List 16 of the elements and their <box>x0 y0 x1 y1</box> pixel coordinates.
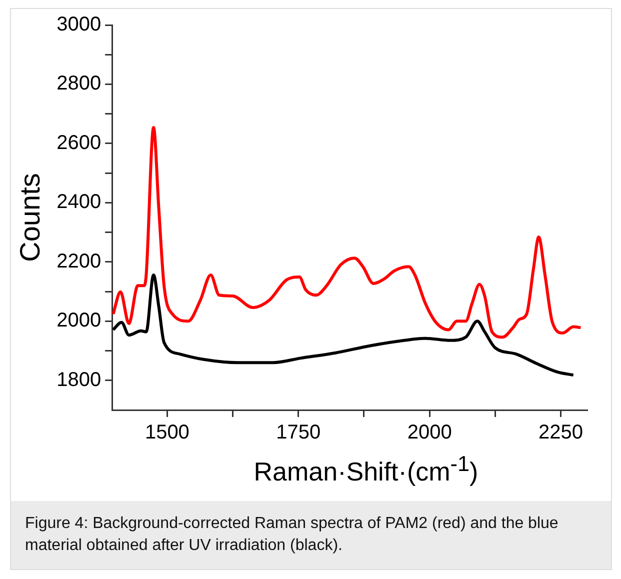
y-tick-label: 1800 <box>56 368 102 391</box>
y-tick-label: 2400 <box>56 191 102 214</box>
y-tick-label: 3000 <box>56 14 102 36</box>
x-axis-title: Raman·Shift·(cm$^{-1}$) <box>252 451 480 489</box>
y-axis-title: Counts <box>14 173 46 262</box>
y-tick-label: 2600 <box>56 132 102 154</box>
line-series <box>112 273 575 377</box>
y-tick-label: 2000 <box>56 310 102 332</box>
x-tick-label: 1750 <box>276 422 321 444</box>
caption: Figure 4: Background-corrected Raman spectra of PAM2 (red) and the blue material obtained after UV irradiation (black). <box>11 501 611 569</box>
y-tick-label: 2800 <box>56 72 102 95</box>
y-tick-label: 2200 <box>56 250 102 272</box>
x-tick-label: 2250 <box>538 422 584 444</box>
line-series <box>112 126 582 339</box>
x-tick-label: 1500 <box>144 422 190 444</box>
x-tick-label: 2000 <box>407 422 452 444</box>
